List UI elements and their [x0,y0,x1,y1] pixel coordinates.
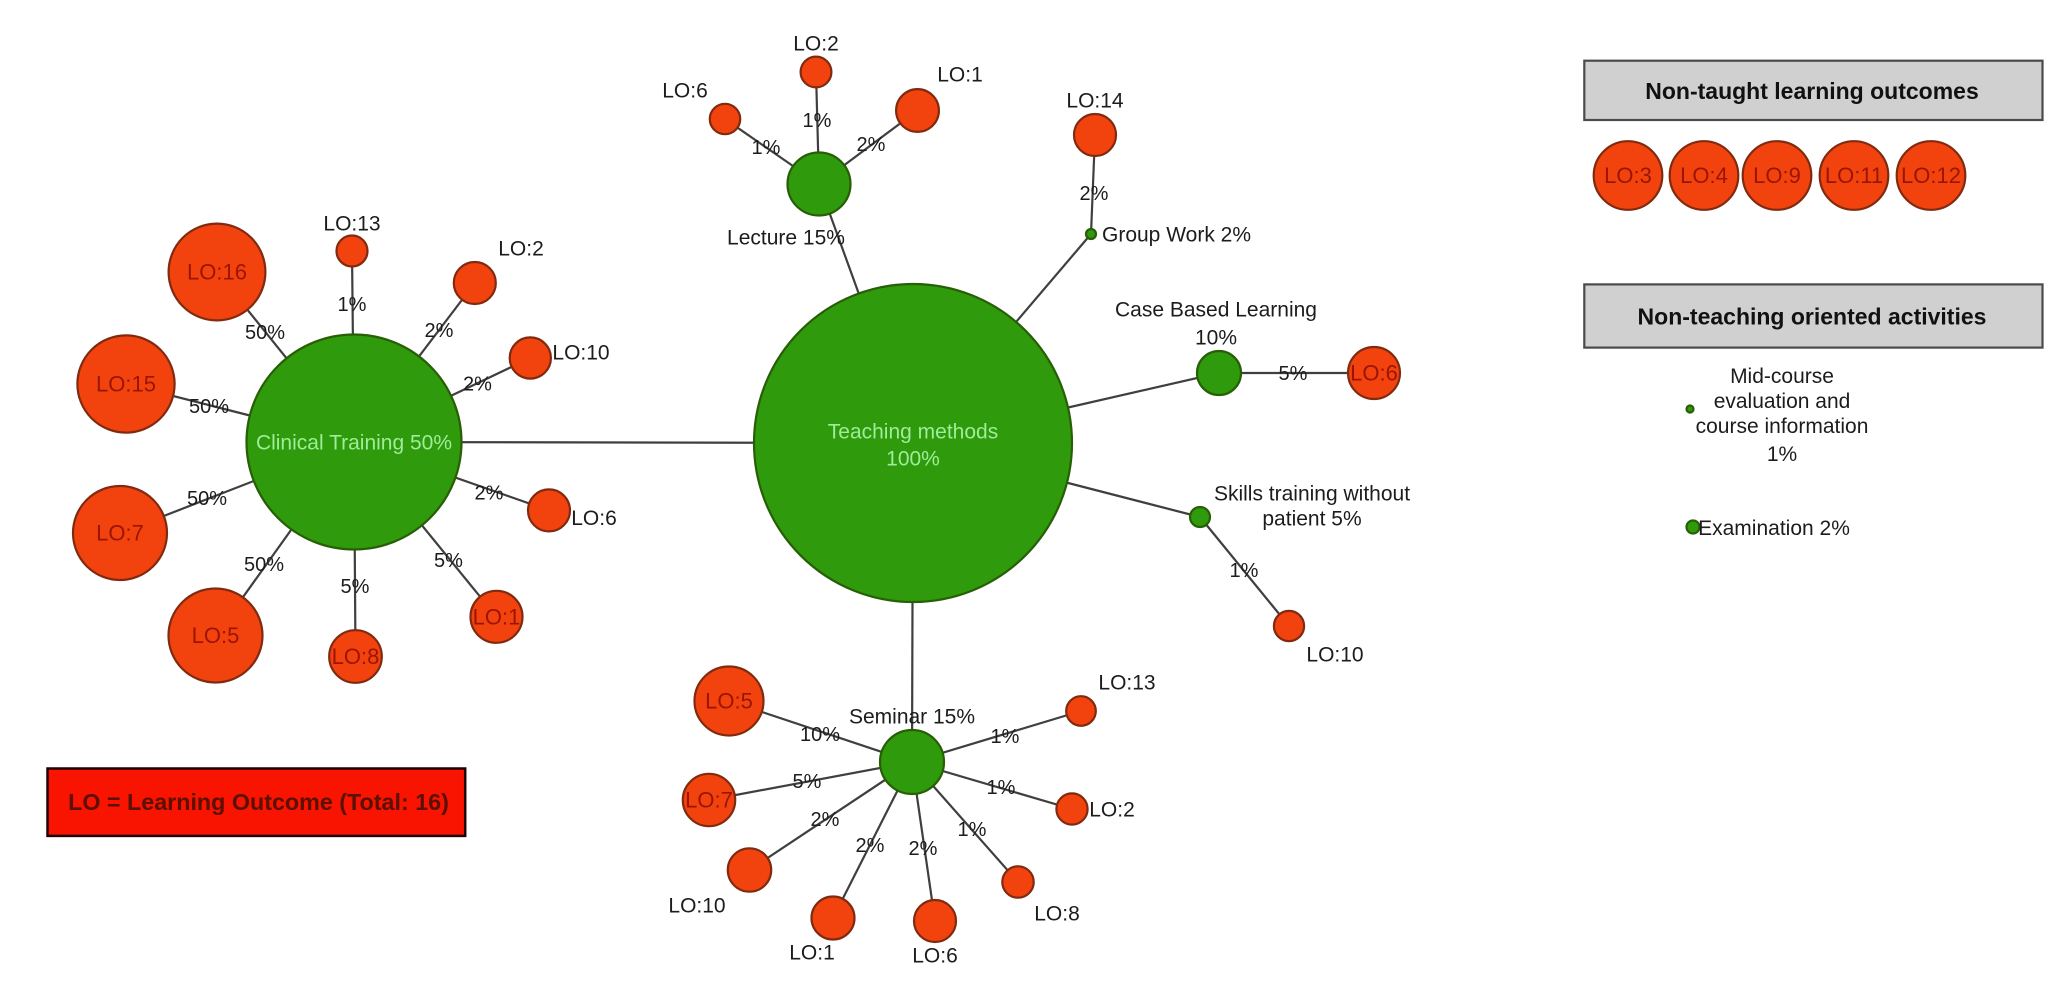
svg-text:evaluation and: evaluation and [1714,390,1851,413]
svg-text:LO:6: LO:6 [571,507,617,530]
svg-text:Non-taught learning outcomes: Non-taught learning outcomes [1645,78,1979,104]
svg-text:2%: 2% [909,838,938,860]
svg-text:5%: 5% [1279,363,1308,385]
svg-text:LO:5: LO:5 [192,623,240,648]
svg-text:LO:7: LO:7 [96,521,144,546]
svg-text:patient 5%: patient 5% [1262,507,1361,530]
svg-text:5%: 5% [793,771,822,793]
svg-text:LO:1: LO:1 [789,941,835,964]
svg-text:Non-teaching oriented activiti: Non-teaching oriented activities [1638,304,1987,330]
svg-text:1%: 1% [991,726,1020,748]
svg-text:2%: 2% [475,482,504,504]
svg-text:LO:4: LO:4 [1680,163,1728,188]
svg-text:LO:13: LO:13 [1098,671,1155,694]
svg-text:Group Work 2%: Group Work 2% [1102,223,1251,246]
svg-text:1%: 1% [958,819,987,841]
svg-text:LO:13: LO:13 [323,212,380,235]
svg-text:LO:2: LO:2 [498,237,544,260]
svg-text:Teaching methods: Teaching methods [828,421,998,444]
svg-text:5%: 5% [434,550,463,572]
svg-text:course information: course information [1696,415,1869,438]
svg-text:2%: 2% [811,809,840,831]
svg-text:LO:2: LO:2 [1089,798,1135,821]
svg-text:2%: 2% [425,320,454,342]
svg-text:Skills training without: Skills training without [1214,482,1410,505]
svg-text:Clinical Training 50%: Clinical Training 50% [256,432,452,455]
svg-text:50%: 50% [244,554,284,576]
svg-text:LO:6: LO:6 [662,79,708,102]
svg-text:2%: 2% [1080,183,1109,205]
svg-text:LO:10: LO:10 [668,894,725,917]
svg-text:10%: 10% [1195,326,1237,349]
svg-text:Examination 2%: Examination 2% [1698,517,1850,540]
svg-text:LO:8: LO:8 [1034,902,1080,925]
svg-text:50%: 50% [189,396,229,418]
svg-text:LO:3: LO:3 [1604,163,1652,188]
svg-text:Seminar 15%: Seminar 15% [849,705,975,728]
svg-text:50%: 50% [187,488,227,510]
svg-text:LO:10: LO:10 [1306,643,1363,666]
svg-text:LO = Learning Outcome (Total:: LO = Learning Outcome (Total: 16) [68,789,449,815]
svg-text:2%: 2% [463,374,492,396]
svg-text:LO:12: LO:12 [1901,163,1961,188]
svg-text:LO:11: LO:11 [1825,163,1883,188]
svg-text:LO:9: LO:9 [1753,163,1801,188]
svg-text:5%: 5% [341,576,370,598]
svg-text:LO:5: LO:5 [705,689,753,714]
svg-text:2%: 2% [857,134,886,156]
svg-text:LO:6: LO:6 [1350,361,1398,386]
svg-text:50%: 50% [245,322,285,344]
svg-text:LO:7: LO:7 [685,788,733,813]
svg-text:1%: 1% [987,777,1016,799]
svg-text:Lecture 15%: Lecture 15% [727,226,845,249]
svg-text:LO:10: LO:10 [552,341,609,364]
svg-text:2%: 2% [856,835,885,857]
svg-text:LO:2: LO:2 [793,32,839,55]
svg-text:1%: 1% [803,110,832,132]
svg-text:1%: 1% [338,294,367,316]
svg-text:LO:16: LO:16 [187,260,247,285]
svg-text:LO:14: LO:14 [1066,89,1124,112]
svg-text:LO:1: LO:1 [473,605,521,630]
svg-text:1%: 1% [752,137,781,159]
svg-text:LO:1: LO:1 [937,63,983,86]
svg-text:1%: 1% [1230,560,1259,582]
svg-text:LO:15: LO:15 [96,372,156,397]
svg-text:LO:8: LO:8 [332,644,380,669]
svg-text:Case Based Learning: Case Based Learning [1115,298,1317,321]
svg-text:100%: 100% [886,448,940,471]
svg-text:10%: 10% [800,724,840,746]
svg-text:1%: 1% [1767,443,1797,466]
svg-text:LO:6: LO:6 [912,944,958,967]
svg-text:Mid-course: Mid-course [1730,365,1834,388]
